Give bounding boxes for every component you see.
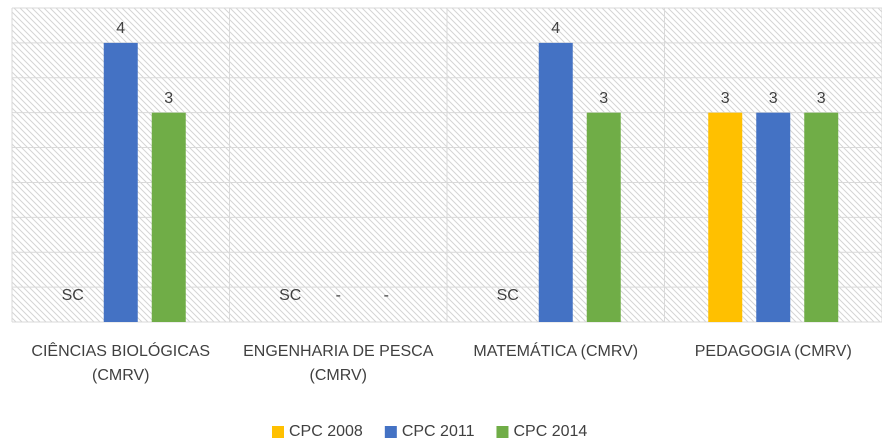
data-label: SC <box>62 287 84 304</box>
x-tick-label: MATEMÁTICA (CMRV) <box>473 343 639 360</box>
bar <box>151 112 186 323</box>
data-label: 3 <box>817 90 826 107</box>
legend-swatch <box>272 426 284 438</box>
data-label: 4 <box>551 20 560 37</box>
legend-label: CPC 2008 <box>289 423 363 440</box>
data-label: 3 <box>164 90 173 107</box>
x-tick-label: CIÊNCIAS BIOLÓGICAS (CMRV) <box>31 343 211 384</box>
legend-swatch <box>496 426 509 438</box>
x-tick-label: ENGENHARIA DE PESCA (CMRV) <box>243 343 434 384</box>
bar <box>586 112 621 323</box>
data-label: 4 <box>116 20 125 37</box>
bar <box>756 112 791 323</box>
bar <box>804 112 839 323</box>
bar <box>538 42 573 323</box>
data-label: 3 <box>769 90 778 107</box>
data-label: 3 <box>599 90 608 107</box>
legend-swatch <box>384 426 397 438</box>
data-label: SC <box>497 287 519 304</box>
legend-label: CPC 2014 <box>513 423 587 440</box>
data-label: - <box>384 287 389 304</box>
data-label: 3 <box>721 90 730 107</box>
data-label: SC <box>279 287 301 304</box>
x-tick-label: PEDAGOGIA (CMRV) <box>694 343 852 360</box>
bar <box>708 112 743 323</box>
bar <box>103 42 138 323</box>
legend-label: CPC 2011 <box>402 423 475 440</box>
data-label: - <box>336 287 341 304</box>
